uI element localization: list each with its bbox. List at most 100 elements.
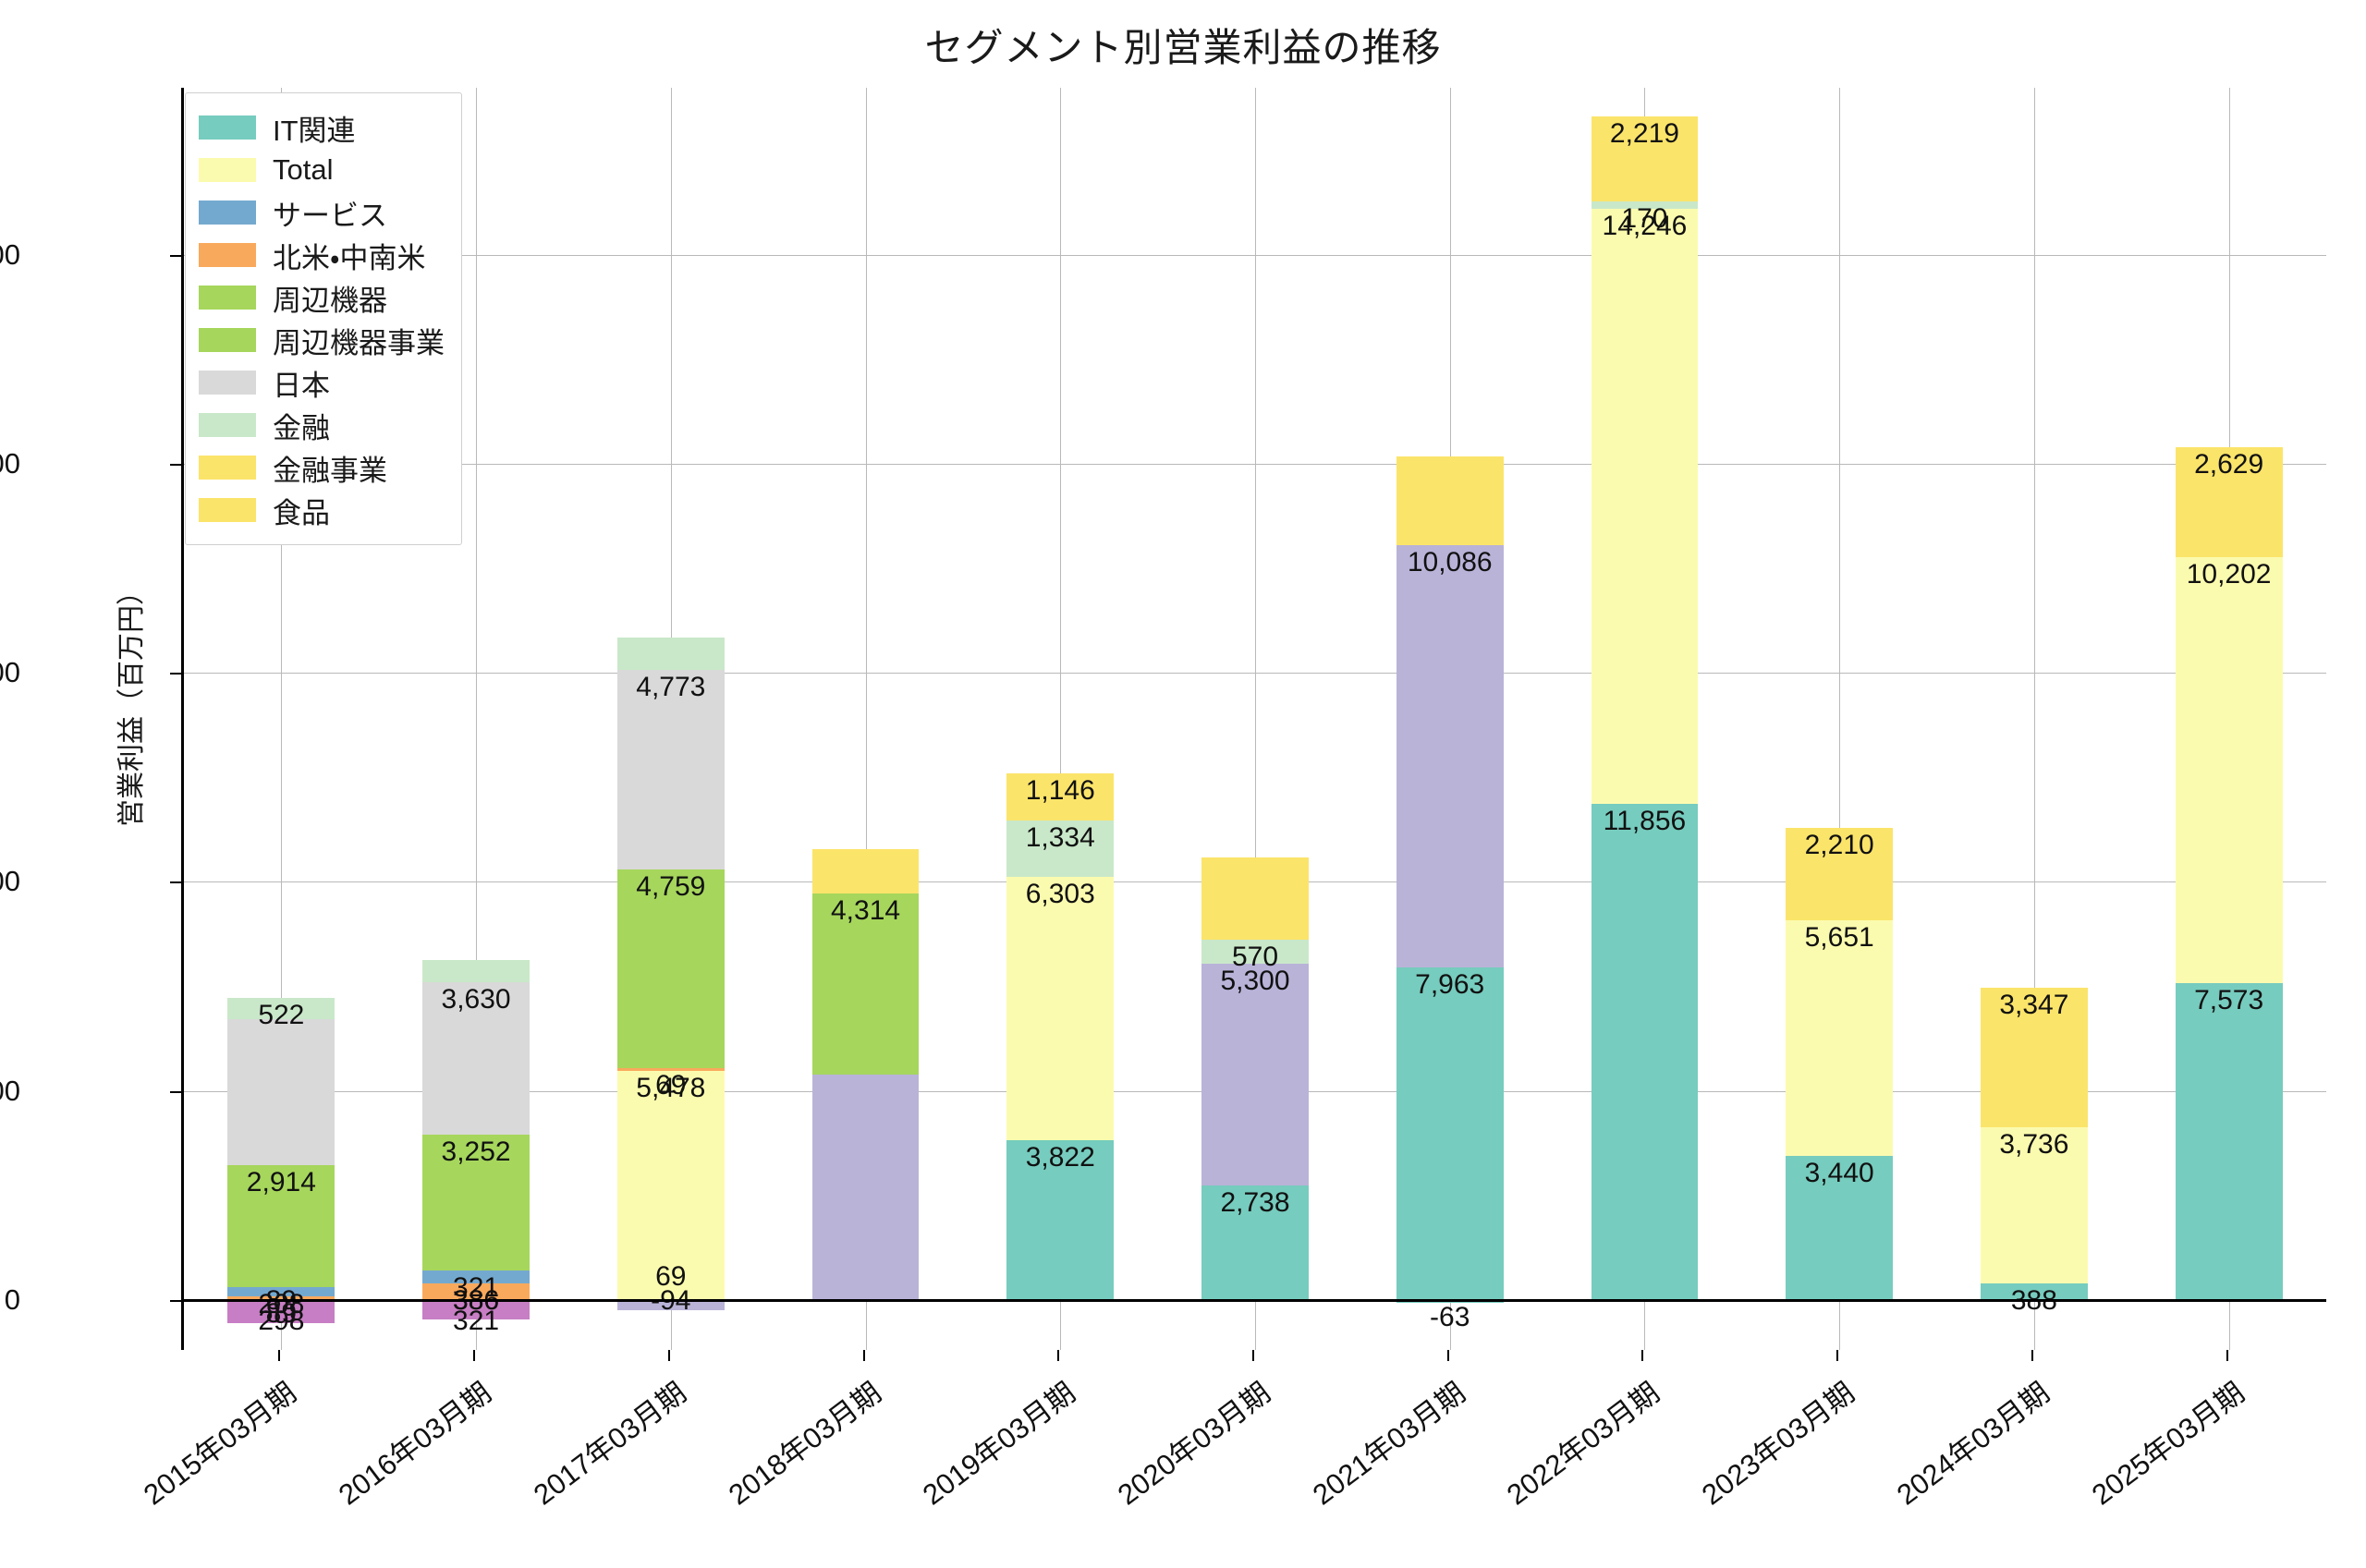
x-tick-label: 2017年03月期: [527, 1376, 692, 1512]
x-tick-mark: [1057, 1350, 1060, 1361]
gridline-vertical: [1060, 88, 1062, 1350]
bar-segment[interactable]: [1006, 772, 1115, 821]
legend-item[interactable]: 金融: [199, 404, 446, 446]
bar-segment[interactable]: [1980, 1283, 2088, 1300]
bar-segment[interactable]: [811, 893, 920, 1075]
legend-item-label: 北米・中南米: [273, 241, 426, 274]
x-tick-mark: [1836, 1350, 1839, 1361]
y-tick-label: 25,000: [0, 237, 20, 271]
bar-group[interactable]: 5,478 69 4,759 4,773: [616, 88, 725, 1350]
legend-swatch-icon: [199, 115, 256, 140]
legend-swatch-icon: [199, 201, 256, 225]
bar-segment[interactable]: [616, 869, 725, 1068]
legend-swatch-icon: [199, 328, 256, 352]
bar-segment[interactable]: [1396, 545, 1504, 967]
legend-item[interactable]: 食品: [199, 489, 446, 531]
x-tick-label: 2023年03月期: [1696, 1376, 1861, 1512]
bar-segment[interactable]: [1591, 115, 1699, 202]
legend-swatch-icon: [199, 498, 256, 522]
legend-swatch-icon: [199, 286, 256, 310]
gridline-vertical: [476, 88, 478, 1350]
bar-group[interactable]: 388 3,736 3,347: [1980, 88, 2088, 1350]
bar-segment[interactable]: [1786, 919, 1894, 1157]
bar-segment[interactable]: [1591, 804, 1699, 1300]
y-tick-mark: [170, 464, 181, 467]
bar-segment[interactable]: [616, 1067, 725, 1071]
legend-item[interactable]: 日本: [199, 361, 446, 404]
legend-item[interactable]: IT関連: [199, 106, 446, 149]
bar-group[interactable]: 3,822 6,303 1,334 1,146: [1006, 88, 1115, 1350]
legend-item-label: 周辺機器: [273, 284, 387, 317]
legend-item[interactable]: 北米・中南米: [199, 234, 446, 276]
legend-item-label: サービス: [273, 199, 387, 232]
legend-item[interactable]: 周辺機器事業: [199, 319, 446, 361]
y-tick-mark: [170, 673, 181, 675]
x-tick-mark: [1641, 1350, 1644, 1361]
bar-group[interactable]: -63 7,963 10,086: [1396, 88, 1504, 1350]
bar-segment[interactable]: [616, 637, 725, 670]
x-tick-label: 2025年03月期: [2085, 1376, 2250, 1512]
legend-swatch-icon: [199, 456, 256, 480]
bar-segment[interactable]: [811, 1074, 920, 1300]
bar-segment[interactable]: [1396, 966, 1504, 1300]
gridline-vertical: [865, 88, 867, 1350]
bar-segment[interactable]: [1396, 456, 1504, 546]
legend-item-label: 日本: [273, 369, 330, 402]
x-tick-mark: [2031, 1350, 2033, 1361]
bar-segment[interactable]: [1006, 820, 1115, 877]
bar-segment[interactable]: [1591, 201, 1699, 210]
legend: IT関連 Total サービス北米・中南米 周辺機器 周辺機器事業日本 金融金融事業 食品: [185, 92, 462, 545]
bar-segment[interactable]: [1591, 209, 1699, 805]
bar-segment[interactable]: [1201, 857, 1309, 941]
bar-group[interactable]: 2,738 5,300 570: [1201, 88, 1309, 1350]
bar-segment[interactable]: [227, 1019, 335, 1166]
legend-item[interactable]: 金融事業: [199, 446, 446, 489]
bar-segment[interactable]: [2175, 556, 2283, 984]
x-tick-label: 2022年03月期: [1501, 1376, 1666, 1512]
bar-segment[interactable]: [1786, 827, 1894, 920]
y-tick-mark: [170, 881, 181, 884]
bar-segment[interactable]: [422, 1299, 531, 1320]
bar-segment[interactable]: [616, 669, 725, 869]
bar-segment[interactable]: [422, 959, 531, 983]
bar-group[interactable]: 89 208 2,914 522: [227, 88, 335, 1350]
bar-segment[interactable]: [227, 1295, 335, 1300]
bar-segment[interactable]: [227, 997, 335, 1020]
bar-segment[interactable]: [227, 1287, 335, 1296]
bar-segment[interactable]: [1786, 1156, 1894, 1300]
bar-segment[interactable]: [422, 1283, 531, 1300]
y-tick-label: 0: [4, 1282, 20, 1316]
bar-segment[interactable]: [1201, 940, 1309, 965]
bar-segment[interactable]: [227, 1299, 335, 1324]
bar-segment[interactable]: [1006, 876, 1115, 1140]
bar-segment[interactable]: [1006, 1139, 1115, 1300]
bar-segment[interactable]: [616, 1299, 725, 1310]
bar-group[interactable]: 3,440 5,651 2,210: [1786, 88, 1894, 1350]
y-tick-mark: [170, 1090, 181, 1093]
bar-segment[interactable]: [616, 1070, 725, 1300]
x-tick-mark: [1252, 1350, 1254, 1361]
legend-item-label: 金融事業: [273, 454, 387, 487]
bar-segment[interactable]: [1201, 1185, 1309, 1300]
bar-group[interactable]: 11,856 14,246 170 2,219: [1591, 88, 1699, 1350]
legend-item[interactable]: サービス: [199, 191, 446, 234]
bar-segment[interactable]: [227, 1165, 335, 1288]
bar-segment[interactable]: [422, 982, 531, 1135]
bar-segment[interactable]: [2175, 983, 2283, 1300]
gridline-vertical: [1839, 88, 1841, 1350]
legend-item[interactable]: Total: [199, 149, 446, 191]
bar-segment[interactable]: [422, 1134, 531, 1270]
x-tick-label: 2024年03月期: [1890, 1376, 2055, 1512]
bar-segment[interactable]: [422, 1270, 531, 1284]
bar-group[interactable]: 4,314: [811, 88, 920, 1350]
bar-group[interactable]: 7,573 10,202 2,629: [2175, 88, 2283, 1350]
bar-segment[interactable]: [1980, 987, 2088, 1128]
y-tick-mark: [170, 1299, 181, 1302]
bar-segment[interactable]: [811, 849, 920, 894]
x-tick-mark: [667, 1350, 670, 1361]
bar-segment[interactable]: [1980, 1127, 2088, 1284]
bar-segment[interactable]: [1201, 964, 1309, 1185]
bar-segment[interactable]: [2175, 446, 2283, 557]
legend-item[interactable]: 周辺機器: [199, 276, 446, 319]
